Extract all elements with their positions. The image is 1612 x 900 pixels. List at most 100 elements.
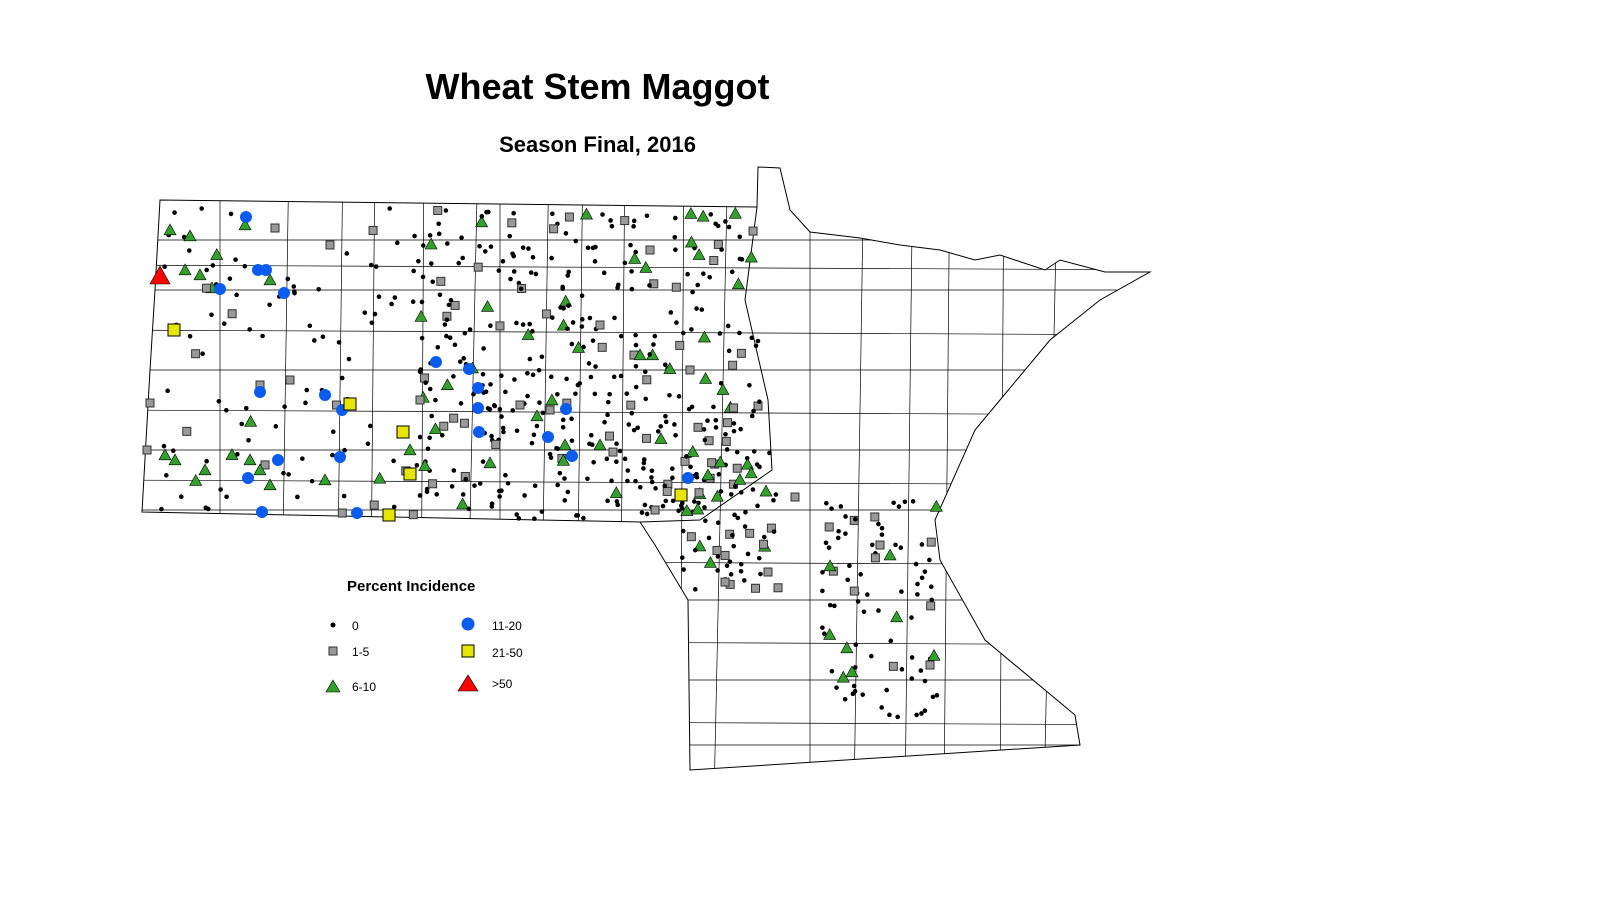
survey-point-0	[592, 391, 598, 397]
survey-point-0	[369, 320, 375, 326]
survey-point-0	[218, 487, 223, 492]
survey-point-0	[575, 382, 581, 388]
survey-point-0	[909, 676, 915, 681]
survey-point-0	[771, 498, 776, 503]
survey-point-21-50	[167, 323, 181, 337]
legend-label-21-50: 21-50	[492, 646, 523, 660]
survey-point-0	[412, 233, 417, 239]
survey-point-11-20	[682, 472, 694, 484]
survey-point-0	[483, 389, 489, 395]
survey-point-0	[488, 323, 493, 329]
survey-point-1-5	[745, 528, 755, 538]
survey-point-11-20	[351, 507, 363, 519]
survey-point-0	[609, 223, 615, 229]
survey-point-0	[718, 381, 724, 386]
survey-point-0	[618, 373, 624, 379]
survey-point-0	[614, 441, 619, 447]
survey-point-0	[622, 260, 628, 266]
survey-point-0	[392, 295, 398, 300]
survey-point-0	[532, 516, 537, 522]
survey-point-0	[653, 486, 658, 491]
survey-point-11-20	[319, 389, 331, 401]
survey-point-0	[918, 668, 924, 673]
survey-point-0	[743, 509, 748, 515]
survey-point-1-5	[759, 539, 769, 549]
survey-point-0	[649, 468, 655, 474]
survey-point-0	[919, 575, 925, 581]
survey-point-0	[539, 354, 545, 360]
survey-point-0	[477, 243, 482, 249]
survey-point-0	[281, 470, 286, 476]
survey-point-0	[850, 691, 856, 697]
survey-point-6-10	[609, 486, 623, 498]
survey-point-0	[562, 498, 568, 503]
survey-point-6-10	[890, 610, 904, 623]
survey-point-0	[827, 602, 833, 608]
survey-point-0	[555, 482, 560, 488]
survey-point-0	[870, 542, 875, 548]
survey-point-0	[387, 206, 392, 211]
survey-point-1-5	[608, 447, 618, 457]
survey-point-0	[444, 241, 450, 246]
survey-point-0	[829, 668, 835, 674]
survey-point-0	[652, 333, 658, 339]
survey-point-1-5	[926, 601, 936, 611]
survey-point-0	[829, 506, 834, 511]
survey-point-6-10	[521, 328, 535, 340]
survey-point-0	[853, 642, 859, 648]
survey-point-1-5	[709, 256, 719, 266]
survey-point-1-5	[368, 225, 378, 235]
survey-point-0	[339, 375, 345, 381]
survey-point-0	[915, 581, 920, 587]
survey-point-0	[311, 338, 317, 343]
survey-point-0	[753, 343, 759, 349]
survey-point-0	[161, 443, 167, 449]
survey-point-0	[832, 603, 837, 609]
county-line	[853, 167, 865, 770]
survey-point-0	[732, 512, 737, 518]
survey-point-0	[694, 474, 700, 480]
survey-point-0	[565, 489, 571, 495]
survey-point-0	[641, 457, 647, 462]
survey-point-0	[376, 294, 382, 300]
survey-point-0	[451, 374, 456, 379]
survey-point-0	[525, 370, 530, 376]
survey-point-0	[436, 221, 441, 227]
survey-point-1-5	[415, 395, 425, 405]
survey-point-0	[607, 391, 612, 397]
survey-point-0	[639, 510, 645, 515]
survey-point-0	[750, 487, 756, 492]
survey-point-1-5	[564, 212, 574, 222]
survey-point-0	[233, 257, 238, 262]
survey-point-0	[530, 254, 536, 260]
survey-point-0	[879, 525, 885, 531]
survey-point-0	[481, 346, 486, 351]
survey-point-0	[579, 293, 585, 299]
legend-symbol-1-5	[328, 646, 338, 656]
survey-point-0	[286, 472, 291, 477]
survey-point-0	[267, 302, 272, 308]
survey-point-0	[928, 584, 934, 590]
survey-point-0	[419, 335, 425, 341]
survey-point-6-10	[571, 341, 586, 353]
survey-point-6-10	[556, 453, 570, 466]
survey-point-11-20	[566, 450, 578, 462]
survey-point-6-10	[418, 459, 432, 471]
survey-point-0	[670, 475, 675, 481]
survey-point-0	[635, 425, 640, 431]
survey-point-21-50	[343, 397, 357, 411]
survey-point-6-10	[178, 263, 192, 276]
survey-point-0	[868, 653, 874, 659]
survey-point-0	[511, 269, 517, 274]
county-line	[904, 167, 914, 770]
survey-point-6-10	[263, 273, 277, 286]
survey-point-0	[235, 451, 240, 457]
survey-point-0	[511, 210, 516, 216]
survey-point-0	[761, 534, 767, 540]
survey-point-0	[679, 555, 685, 560]
survey-point-0	[489, 504, 495, 509]
survey-point-0	[462, 330, 468, 336]
survey-point-0	[165, 388, 170, 394]
survey-point-0	[497, 406, 503, 412]
survey-point-0	[861, 609, 867, 615]
